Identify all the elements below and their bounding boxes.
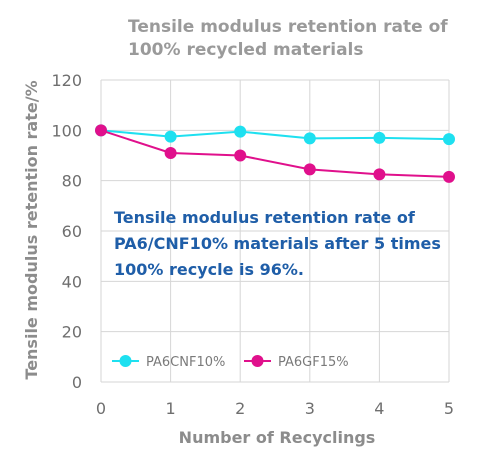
data-point [164,146,177,159]
annotation-line-2: PA6/CNF10% materials after 5 times [114,234,441,253]
y-tick-label: 20 [62,323,82,342]
y-axis: 0 20 40 60 80 100 120 [51,71,82,392]
x-tick-label: 0 [96,399,106,418]
data-point [95,124,107,137]
legend-label: PA6GF15% [278,355,349,370]
y-tick-label: 80 [62,172,82,191]
x-tick-label: 5 [444,399,454,418]
data-point [234,149,247,162]
annotation-line-3: 100% recycle is 96%. [114,260,304,279]
y-tick-label: 0 [72,373,82,392]
x-tick-label: 1 [166,399,176,418]
data-point [164,130,177,143]
y-tick-label: 120 [51,71,82,90]
y-tick-label: 100 [51,121,82,140]
y-axis-title: Tensile modulus retention rate/% [22,80,41,379]
x-tick-label: 2 [235,399,245,418]
legend: PA6CNF10% PA6GF15% [112,355,349,370]
x-axis-title: Number of Recyclings [179,428,376,447]
chart-title-line-1: Tensile modulus retention rate of [128,17,448,37]
data-point [373,168,386,181]
y-tick-label: 60 [62,222,82,241]
data-point [303,163,316,176]
series-layer [95,124,455,183]
x-tick-label: 4 [374,399,384,418]
data-point [373,131,386,144]
legend-swatch-marker [251,355,264,367]
data-point [303,132,316,145]
y-tick-label: 40 [62,272,82,291]
data-point [443,133,455,146]
x-axis: 0 1 2 3 4 5 [96,399,454,418]
chart-title-line-2: 100% recycled materials [128,40,364,60]
data-point [234,125,247,138]
series-line [100,129,450,141]
annotation-line-1: Tensile modulus retention rate of [114,208,416,227]
series-line [100,129,450,178]
chart-title: Tensile modulus retention rate of 100% r… [128,17,448,60]
legend-label: PA6CNF10% [146,355,225,370]
x-tick-label: 3 [305,399,315,418]
legend-swatch-marker [119,355,132,367]
data-point [443,170,455,183]
grid [100,79,450,383]
annotation: Tensile modulus retention rate of PA6/CN… [114,208,441,279]
